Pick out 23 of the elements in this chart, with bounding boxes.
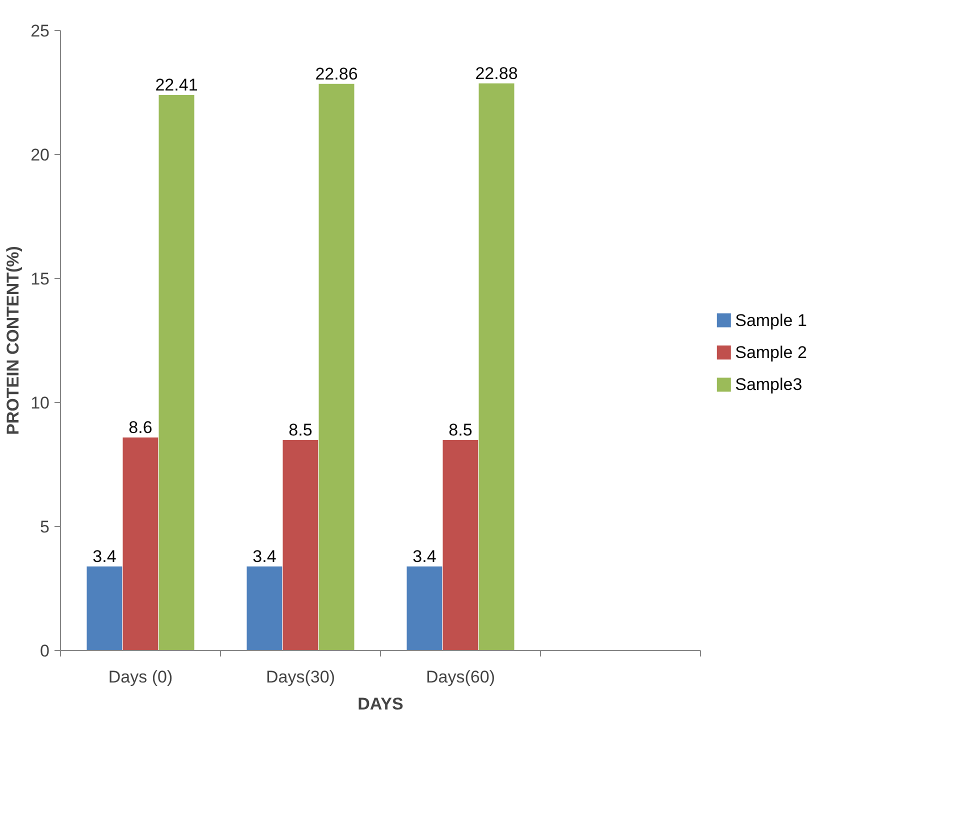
- legend-label: Sample 2: [735, 343, 807, 362]
- data-label: 22.88: [475, 64, 518, 84]
- data-label: 3.4: [252, 547, 276, 566]
- x-axis-title: DAYS: [358, 694, 404, 714]
- data-label: 22.41: [155, 76, 198, 95]
- y-tick-label: 20: [30, 146, 50, 164]
- data-label: 22.86: [315, 64, 358, 84]
- y-tick-label: 25: [30, 22, 50, 40]
- legend-label: Sample3: [735, 375, 802, 394]
- data-label: 8.5: [448, 420, 472, 440]
- data-label: 8.6: [128, 418, 152, 438]
- data-label: 3.4: [412, 547, 436, 566]
- data-label: 3.4: [92, 547, 116, 566]
- y-tick-label: 5: [40, 518, 50, 536]
- data-label: 8.5: [288, 420, 312, 440]
- x-tick-label: Days(60): [426, 668, 495, 686]
- x-tick-label: Days(30): [266, 668, 335, 686]
- y-axis-title: PROTEIN CONTENT(%): [4, 246, 23, 435]
- x-tick-label: Days (0): [108, 668, 173, 686]
- y-tick-label: 0: [40, 642, 50, 660]
- legend-label: Sample 1: [735, 310, 807, 330]
- y-tick-label: 15: [30, 270, 50, 288]
- y-tick-label: 10: [30, 394, 50, 412]
